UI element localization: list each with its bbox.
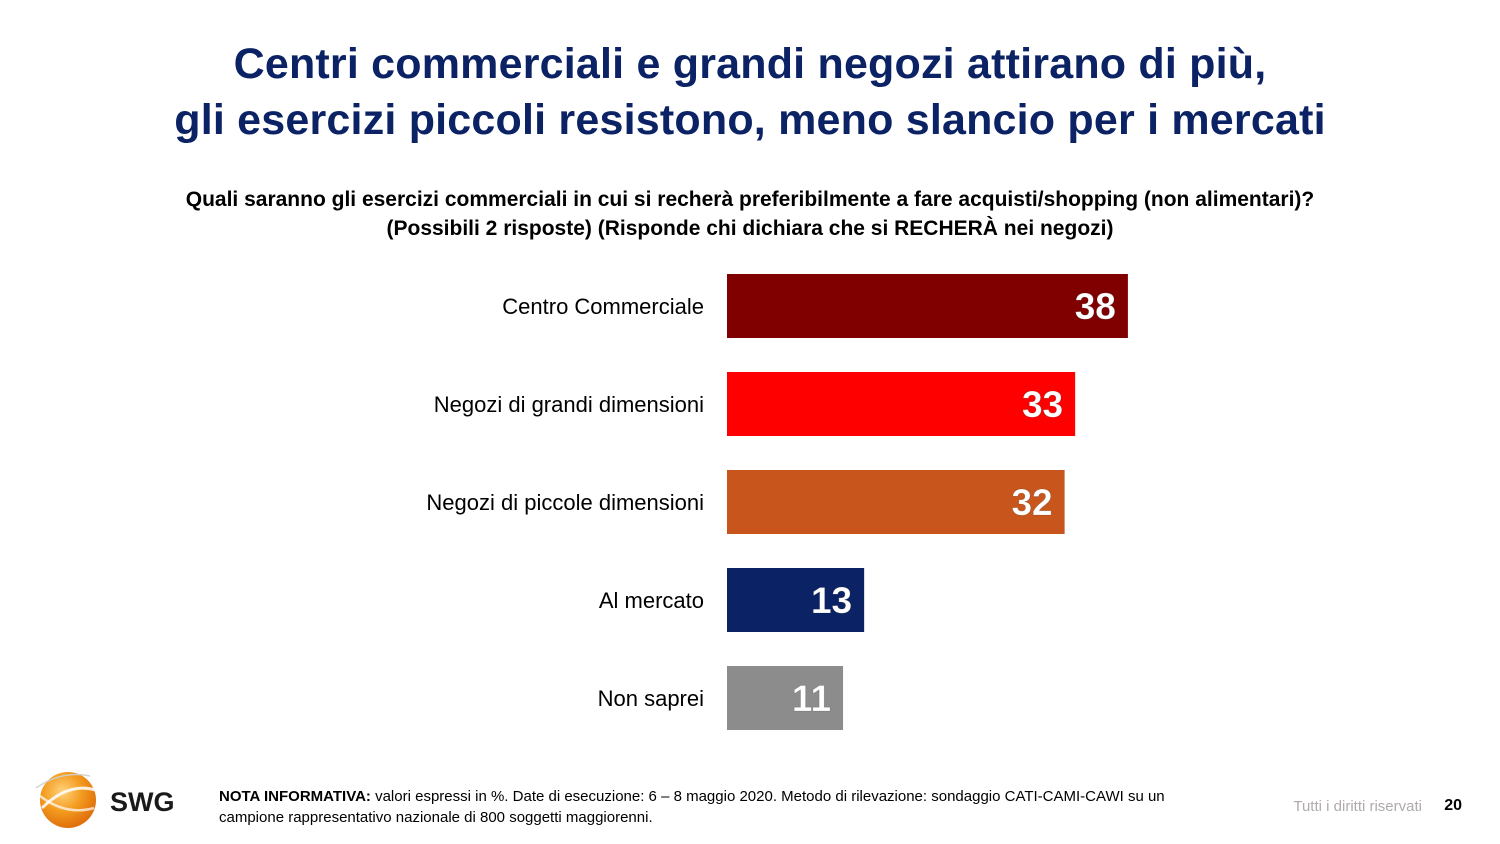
category-label-5: Non saprei bbox=[598, 686, 704, 711]
value-label-2: 33 bbox=[1022, 384, 1063, 425]
logo-globe-icon bbox=[40, 772, 96, 828]
bar-3 bbox=[727, 470, 1065, 534]
note-text: valori espressi in %. Date di esecuzione… bbox=[219, 788, 1165, 826]
category-label-2: Negozi di grandi dimensioni bbox=[434, 392, 704, 417]
title-line-2: gli esercizi piccoli resistono, meno sla… bbox=[174, 96, 1326, 144]
logo-text: SWG bbox=[110, 787, 175, 817]
question-line-1: Quali saranno gli esercizi commerciali i… bbox=[185, 188, 1315, 211]
rights-text: Tutti i diritti riservati bbox=[1293, 798, 1422, 815]
note-label: NOTA INFORMATIVA: bbox=[219, 788, 371, 805]
informative-note: NOTA INFORMATIVA: valori espressi in %. … bbox=[219, 786, 1209, 828]
bar-chart: Centro Commerciale 38 Negozi di grandi dim… bbox=[426, 274, 1128, 730]
survey-question: Quali saranno gli esercizi commerciali i… bbox=[0, 185, 1500, 243]
question-line-2: (Possibili 2 risposte) (Risponde chi dic… bbox=[386, 217, 1114, 240]
value-label-3: 32 bbox=[1011, 482, 1052, 523]
value-label-4: 13 bbox=[811, 580, 852, 621]
bar-2 bbox=[727, 372, 1076, 436]
bar-5 bbox=[727, 666, 844, 730]
value-label-1: 38 bbox=[1075, 286, 1116, 327]
page-number: 20 bbox=[1444, 797, 1462, 814]
bar-1 bbox=[727, 274, 1128, 338]
category-label-1: Centro Commerciale bbox=[502, 294, 704, 319]
category-label-4: Al mercato bbox=[599, 588, 704, 613]
slide-title: Centri commerciali e grandi negozi attir… bbox=[0, 36, 1500, 148]
value-label-5: 11 bbox=[792, 678, 831, 719]
category-label-3: Negozi di piccole dimensioni bbox=[426, 490, 704, 515]
title-line-1: Centri commerciali e grandi negozi attir… bbox=[233, 40, 1267, 88]
swg-logo: SWG bbox=[35, 772, 175, 828]
bar-4 bbox=[727, 568, 865, 632]
